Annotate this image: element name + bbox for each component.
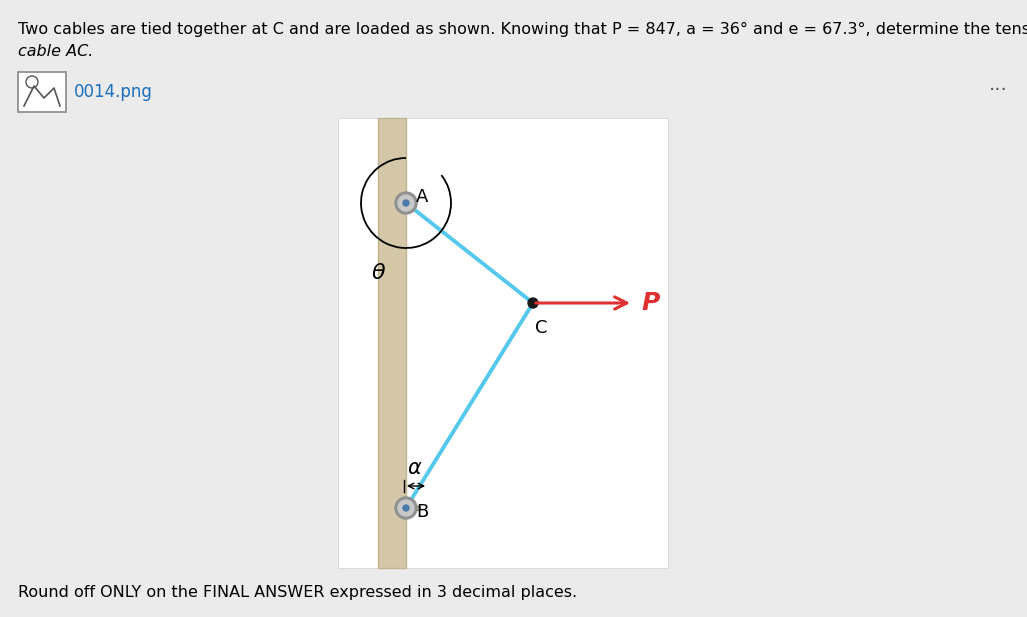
Bar	[404, 506, 420, 510]
Text: 0014.png: 0014.png	[74, 83, 153, 101]
Text: θ: θ	[371, 263, 385, 283]
Text: Two cables are tied together at C and are loaded as shown. Knowing that P = 847,: Two cables are tied together at C and ar…	[18, 22, 1027, 37]
Text: α: α	[407, 458, 421, 478]
Circle shape	[398, 195, 414, 211]
Circle shape	[395, 497, 417, 519]
Circle shape	[403, 200, 409, 206]
Text: A: A	[416, 188, 428, 206]
FancyBboxPatch shape	[18, 72, 66, 112]
Text: P: P	[641, 291, 659, 315]
Circle shape	[403, 505, 409, 511]
Bar	[378, 118, 406, 568]
Bar	[338, 118, 668, 568]
Text: C: C	[535, 319, 547, 337]
Circle shape	[528, 298, 538, 308]
Text: ...: ...	[989, 75, 1007, 94]
Text: B: B	[416, 503, 428, 521]
Circle shape	[398, 500, 414, 516]
Text: cable AC.: cable AC.	[18, 44, 93, 59]
Text: Round off ONLY on the FINAL ANSWER expressed in 3 decimal places.: Round off ONLY on the FINAL ANSWER expre…	[18, 585, 577, 600]
Circle shape	[395, 192, 417, 214]
